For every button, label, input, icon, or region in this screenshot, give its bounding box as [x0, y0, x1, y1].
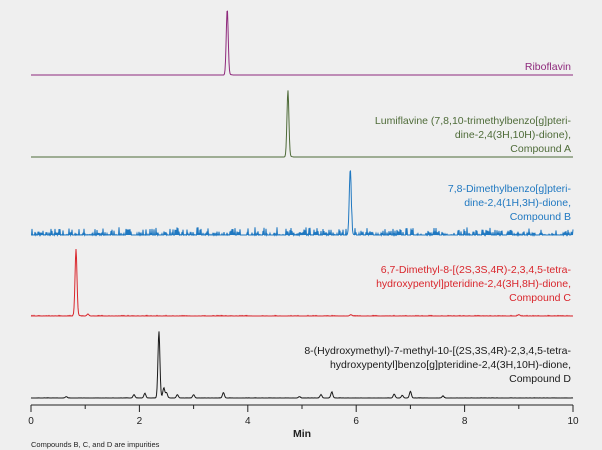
x-axis: 0 2 4 6 8 10 [28, 404, 579, 427]
traces [30, 10, 574, 399]
x-tick-label: 8 [462, 416, 468, 427]
trace-label-4-line-1: 6,7-Dimethyl-8-[(2S,3S,4R)-2,3,4,5-tetra… [381, 264, 572, 276]
trace-label-2-line-3: Compound A [510, 143, 571, 155]
trace-label-2-line-2: dine-2,4(3H,10H)-dione), [455, 129, 571, 141]
x-tick-label: 2 [137, 416, 143, 427]
trace-label-5-line-2: hydroxypentyl]benzo[g]pteridine-2,4(3H,1… [330, 359, 571, 371]
trace-3 [31, 170, 574, 237]
trace-5 [30, 331, 574, 399]
trace-label-5-line-3: Compound D [509, 373, 571, 385]
trace-label-5-line-1: 8-(Hydroxymethyl)-7-methyl-10-[(2S,3S,4R… [304, 345, 571, 357]
trace-label-1-line-1: Riboflavin [525, 61, 571, 73]
trace-2 [31, 90, 573, 158]
trace-label-4-line-2: hydroxypentyl]pteridine-2,4(3H,8H)-dione… [376, 278, 571, 290]
trace-labels: Riboflavin Lumiflavine (7,8,10-trimethylb… [304, 61, 571, 385]
trace-label-3-line-3: Compound B [510, 211, 571, 223]
footnote: Compounds B, C, and D are impurities [31, 440, 160, 449]
x-tick-label: 0 [28, 416, 34, 427]
trace-label-2-line-1: Lumiflavine (7,8,10-trimethylbenzo[g]pte… [375, 115, 572, 127]
trace-label-3-line-1: 7,8-Dimethylbenzo[g]pteri- [448, 183, 572, 195]
x-tick-label: 10 [567, 416, 579, 427]
trace-label-3-line-2: dine-2,4(1H,3H)-dione, [464, 197, 571, 209]
x-axis-label: Min [293, 428, 311, 440]
trace-1 [31, 10, 573, 76]
trace-label-4-line-3: Compound C [509, 292, 571, 304]
trace-4 [30, 249, 573, 317]
x-tick-label: 6 [353, 416, 359, 427]
x-tick-label: 4 [245, 416, 251, 427]
